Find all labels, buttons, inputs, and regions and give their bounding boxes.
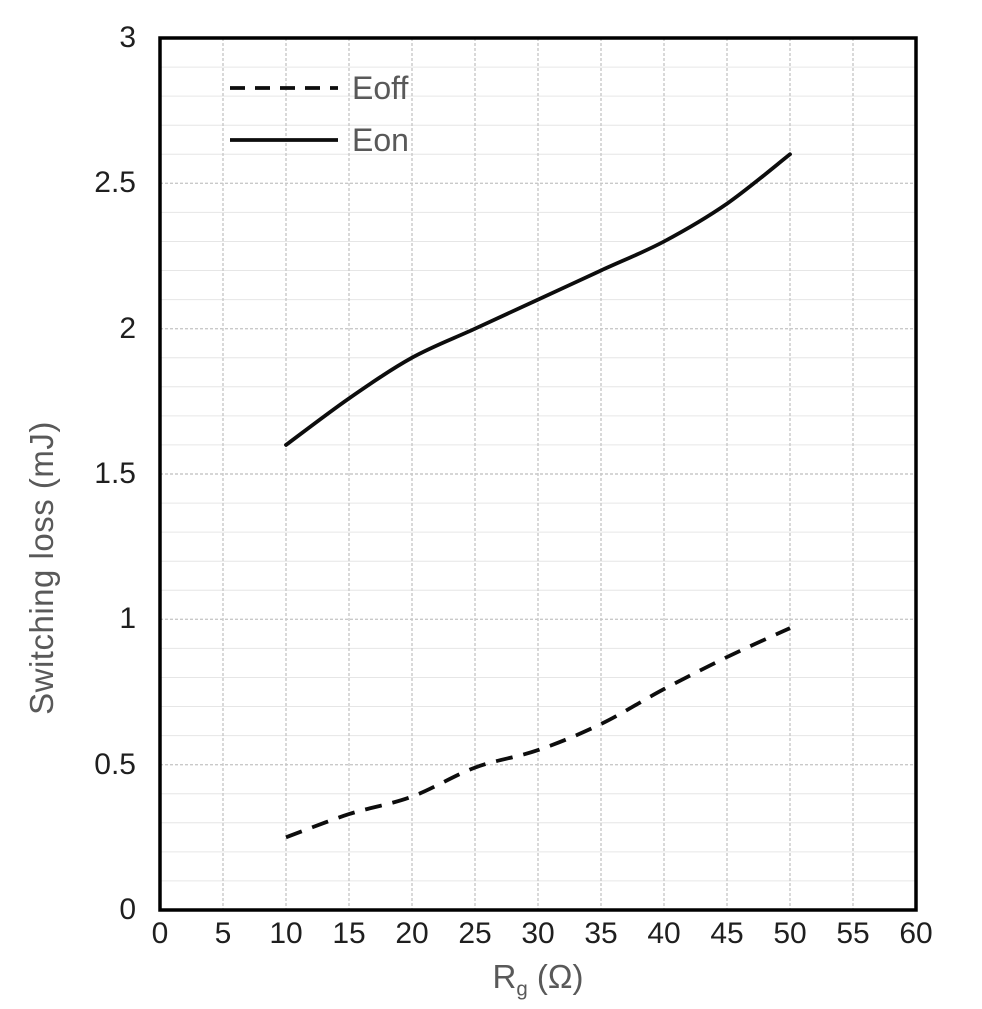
x-tick-label: 25 bbox=[458, 917, 492, 950]
x-axis-title-main: R bbox=[492, 958, 517, 995]
y-axis-title: Switching loss (mJ) bbox=[23, 421, 60, 715]
x-tick-label: 30 bbox=[521, 917, 555, 950]
x-tick-label: 15 bbox=[332, 917, 366, 950]
y-tick-label: 0.5 bbox=[94, 747, 136, 781]
y-tick-label: 2.5 bbox=[94, 166, 136, 200]
legend: Eoff Eon bbox=[228, 62, 409, 166]
eon-solid-line-sample bbox=[230, 138, 338, 142]
legend-label-eon: Eon bbox=[352, 122, 409, 158]
x-tick-label: 55 bbox=[836, 917, 870, 950]
x-tick-label: 10 bbox=[269, 917, 303, 950]
x-tick-label: 20 bbox=[395, 917, 429, 950]
y-tick-label: 0 bbox=[119, 893, 136, 926]
x-tick-label: 35 bbox=[584, 917, 618, 950]
x-axis-title: Rg (Ω) bbox=[160, 958, 916, 1002]
series-line-eoff bbox=[285, 626, 791, 840]
x-tick-label: 40 bbox=[647, 917, 681, 950]
y-tick-label: 3 bbox=[119, 21, 136, 54]
x-axis-title-rest: (Ω) bbox=[527, 958, 584, 995]
x-tick-label: 60 bbox=[899, 917, 933, 950]
plot-border bbox=[158, 36, 918, 912]
x-tick-label: 45 bbox=[710, 917, 744, 950]
x-tick-label: 50 bbox=[773, 917, 807, 950]
y-tick-label: 1.5 bbox=[94, 457, 136, 490]
x-tick-label: 5 bbox=[214, 917, 232, 950]
x-axis-title-sub: g bbox=[516, 977, 528, 1001]
legend-label-eoff: Eoff bbox=[352, 70, 409, 106]
legend-item-eon: Eon bbox=[228, 114, 409, 166]
y-tick-label: 1 bbox=[119, 602, 136, 636]
series-line-eon bbox=[284, 152, 792, 447]
x-tick-label: 0 bbox=[151, 917, 169, 950]
legend-item-eoff: Eoff bbox=[228, 62, 409, 114]
eoff-dashed-line-sample bbox=[230, 86, 338, 90]
y-tick-label: 2 bbox=[119, 311, 136, 345]
